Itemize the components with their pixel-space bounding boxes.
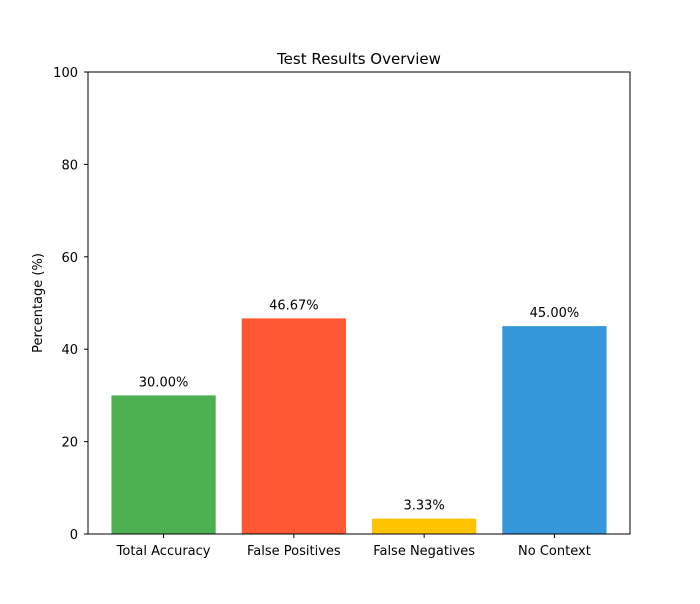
y-tick-label: 60 (61, 251, 78, 266)
y-axis-ticks: 0 20 40 60 80 100 (53, 66, 88, 543)
plot-frame (87, 71, 631, 535)
y-tick-label: 80 (61, 158, 78, 173)
bar-false-positives (241, 318, 346, 534)
bar-total-accuracy (111, 395, 216, 534)
data-label: 3.33% (403, 499, 444, 514)
x-tick-label: False Negatives (373, 544, 475, 559)
bar-no-context (502, 326, 607, 534)
data-label: 45.00% (530, 306, 580, 321)
data-labels: 30.00% 46.67% 3.33% 45.00% (139, 298, 579, 513)
y-tick-label: 0 (70, 528, 78, 543)
bar-false-negatives (372, 518, 477, 534)
bar-series (111, 318, 607, 534)
x-axis-ticks: Total Accuracy False Positives False Negat… (116, 534, 591, 559)
x-tick-label: No Context (518, 544, 591, 559)
x-tick-label: False Positives (247, 544, 341, 559)
data-label: 46.67% (269, 298, 319, 313)
data-label: 30.00% (139, 375, 189, 390)
x-tick-label: Total Accuracy (116, 544, 211, 559)
y-tick-label: 20 (61, 436, 78, 451)
y-axis-label: Percentage (%) (31, 253, 46, 353)
chart-title: Test Results Overview (276, 50, 441, 68)
y-tick-label: 100 (53, 66, 78, 81)
y-tick-label: 40 (61, 343, 78, 358)
